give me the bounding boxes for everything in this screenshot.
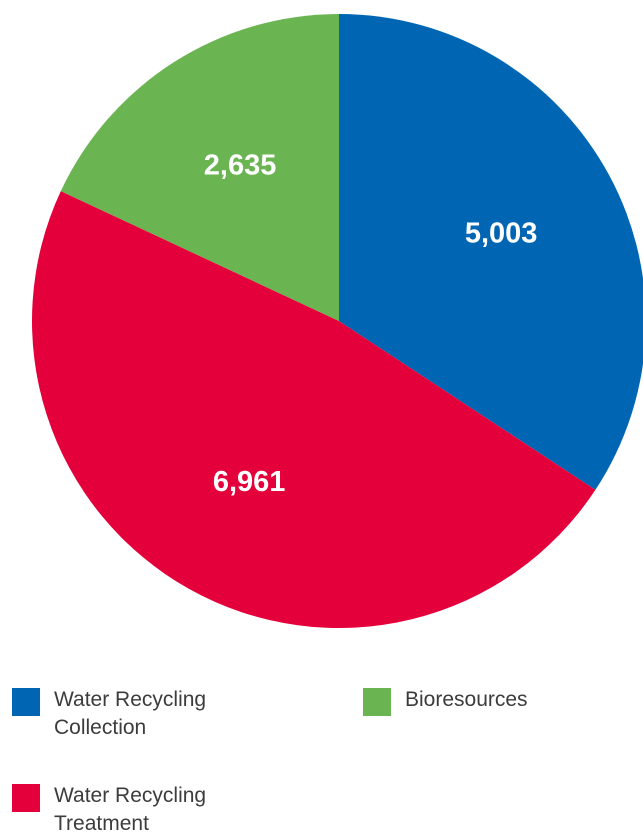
slice-value-label: 5,003 [465,218,538,250]
legend-label: Water Recycling Collection [54,688,207,739]
legend-swatch [12,688,40,716]
legend-swatch [363,688,391,716]
pie-chart: 5,003 6,961 2,635 [32,14,643,628]
legend-item-water-recycling-collection: Water Recycling Collection [12,686,292,742]
slice-value-label: 6,961 [213,466,286,498]
pie-slice-bioresources [60,14,340,321]
legend-swatch [12,784,40,812]
pie-slice-water-recycling-collection [339,14,643,490]
legend-label: Bioresources [405,688,528,711]
legend-item-water-recycling-treatment: Water Recycling Treatment [12,782,292,838]
legend-item-bioresources: Bioresources [363,686,623,716]
pie-slice-water-recycling-treatment [32,191,596,628]
legend-label: Water Recycling Treatment [54,784,207,835]
slice-value-label: 2,635 [204,150,277,182]
